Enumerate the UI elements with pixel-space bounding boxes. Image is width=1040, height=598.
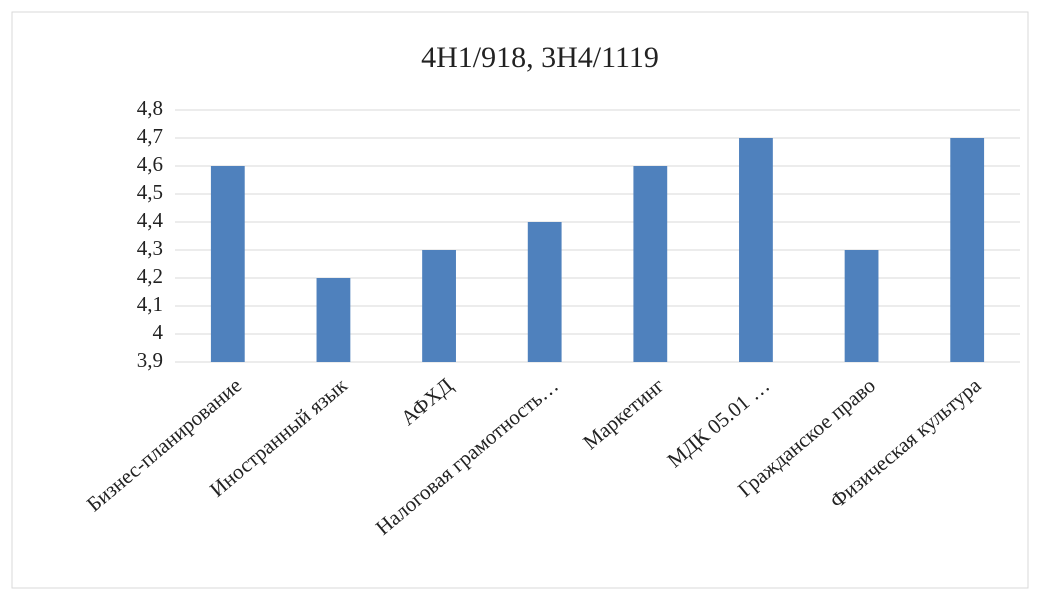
y-tick-label: 4,5 — [137, 180, 163, 204]
bar — [739, 138, 773, 362]
y-tick-label: 4 — [153, 320, 164, 344]
bar — [210, 166, 245, 362]
y-tick-label: 4,2 — [137, 264, 163, 288]
y-tick-label: 4,4 — [137, 208, 164, 232]
chart-title: 4Н1/918, 3Н4/1119 — [421, 41, 659, 74]
y-tick-label: 4,1 — [137, 292, 163, 316]
y-tick-label: 4,8 — [137, 96, 163, 120]
y-tick-label: 4,6 — [137, 152, 163, 176]
bar — [633, 166, 668, 362]
y-tick-label: 4,7 — [137, 124, 163, 148]
bar — [844, 250, 879, 362]
bar — [422, 250, 456, 362]
y-tick-label: 3,9 — [137, 348, 163, 372]
bar — [950, 138, 985, 362]
bar — [527, 222, 562, 362]
y-tick-label: 4,3 — [137, 236, 163, 260]
bar — [316, 278, 351, 362]
